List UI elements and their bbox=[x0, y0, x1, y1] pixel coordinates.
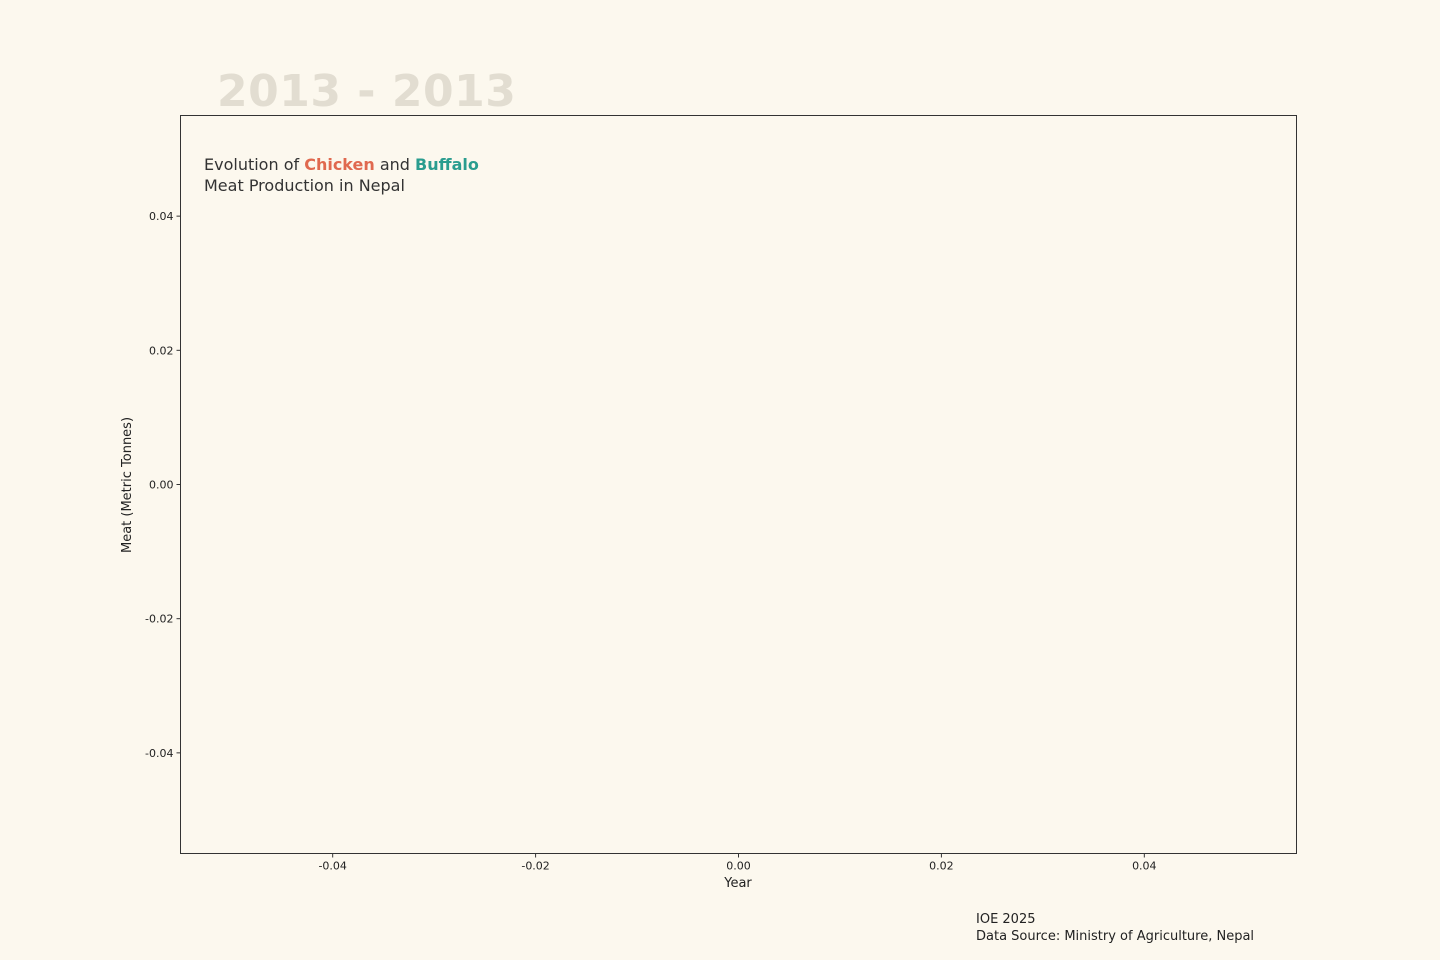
plot-area-frame bbox=[180, 115, 1297, 854]
footer-credits: IOE 2025 Data Source: Ministry of Agricu… bbox=[976, 911, 1254, 945]
title-chicken: Chicken bbox=[304, 155, 375, 174]
year-range-label: 2013 - 2013 bbox=[217, 66, 517, 117]
x-axis-label: Year bbox=[723, 876, 752, 891]
chart-title-line-1: Evolution of Chicken and Buffalo bbox=[204, 154, 479, 175]
x-tick-label: 0.04 bbox=[1132, 860, 1157, 873]
y-axis-ticks: -0.04 -0.02 0.00 0.02 0.04 bbox=[145, 210, 181, 760]
title-and: and bbox=[374, 155, 416, 174]
y-tick-label: 0.02 bbox=[149, 344, 174, 357]
footer-line-1: IOE 2025 bbox=[976, 912, 1036, 927]
x-tick-label: -0.04 bbox=[318, 860, 346, 873]
x-tick-label: -0.02 bbox=[521, 860, 549, 873]
x-tick-label: 0.00 bbox=[726, 860, 751, 873]
y-tick-label: 0.04 bbox=[149, 210, 174, 223]
chart-title: Evolution of Chicken and Buffalo Meat Pr… bbox=[204, 154, 479, 196]
y-tick-label: -0.04 bbox=[145, 747, 173, 760]
x-tick-label: 0.02 bbox=[929, 860, 954, 873]
chart-title-line-2: Meat Production in Nepal bbox=[204, 176, 405, 195]
x-axis-ticks: -0.04 -0.02 0.00 0.02 0.04 bbox=[318, 853, 1157, 873]
footer-data-source: Data Source: Ministry of Agriculture, Ne… bbox=[976, 929, 1255, 944]
title-prefix: Evolution of bbox=[204, 155, 305, 174]
title-buffalo: Buffalo bbox=[415, 155, 479, 174]
y-tick-label: 0.00 bbox=[149, 479, 174, 492]
y-axis-label: Meat (Metric Tonnes) bbox=[120, 417, 135, 553]
y-tick-label: -0.02 bbox=[145, 613, 173, 626]
